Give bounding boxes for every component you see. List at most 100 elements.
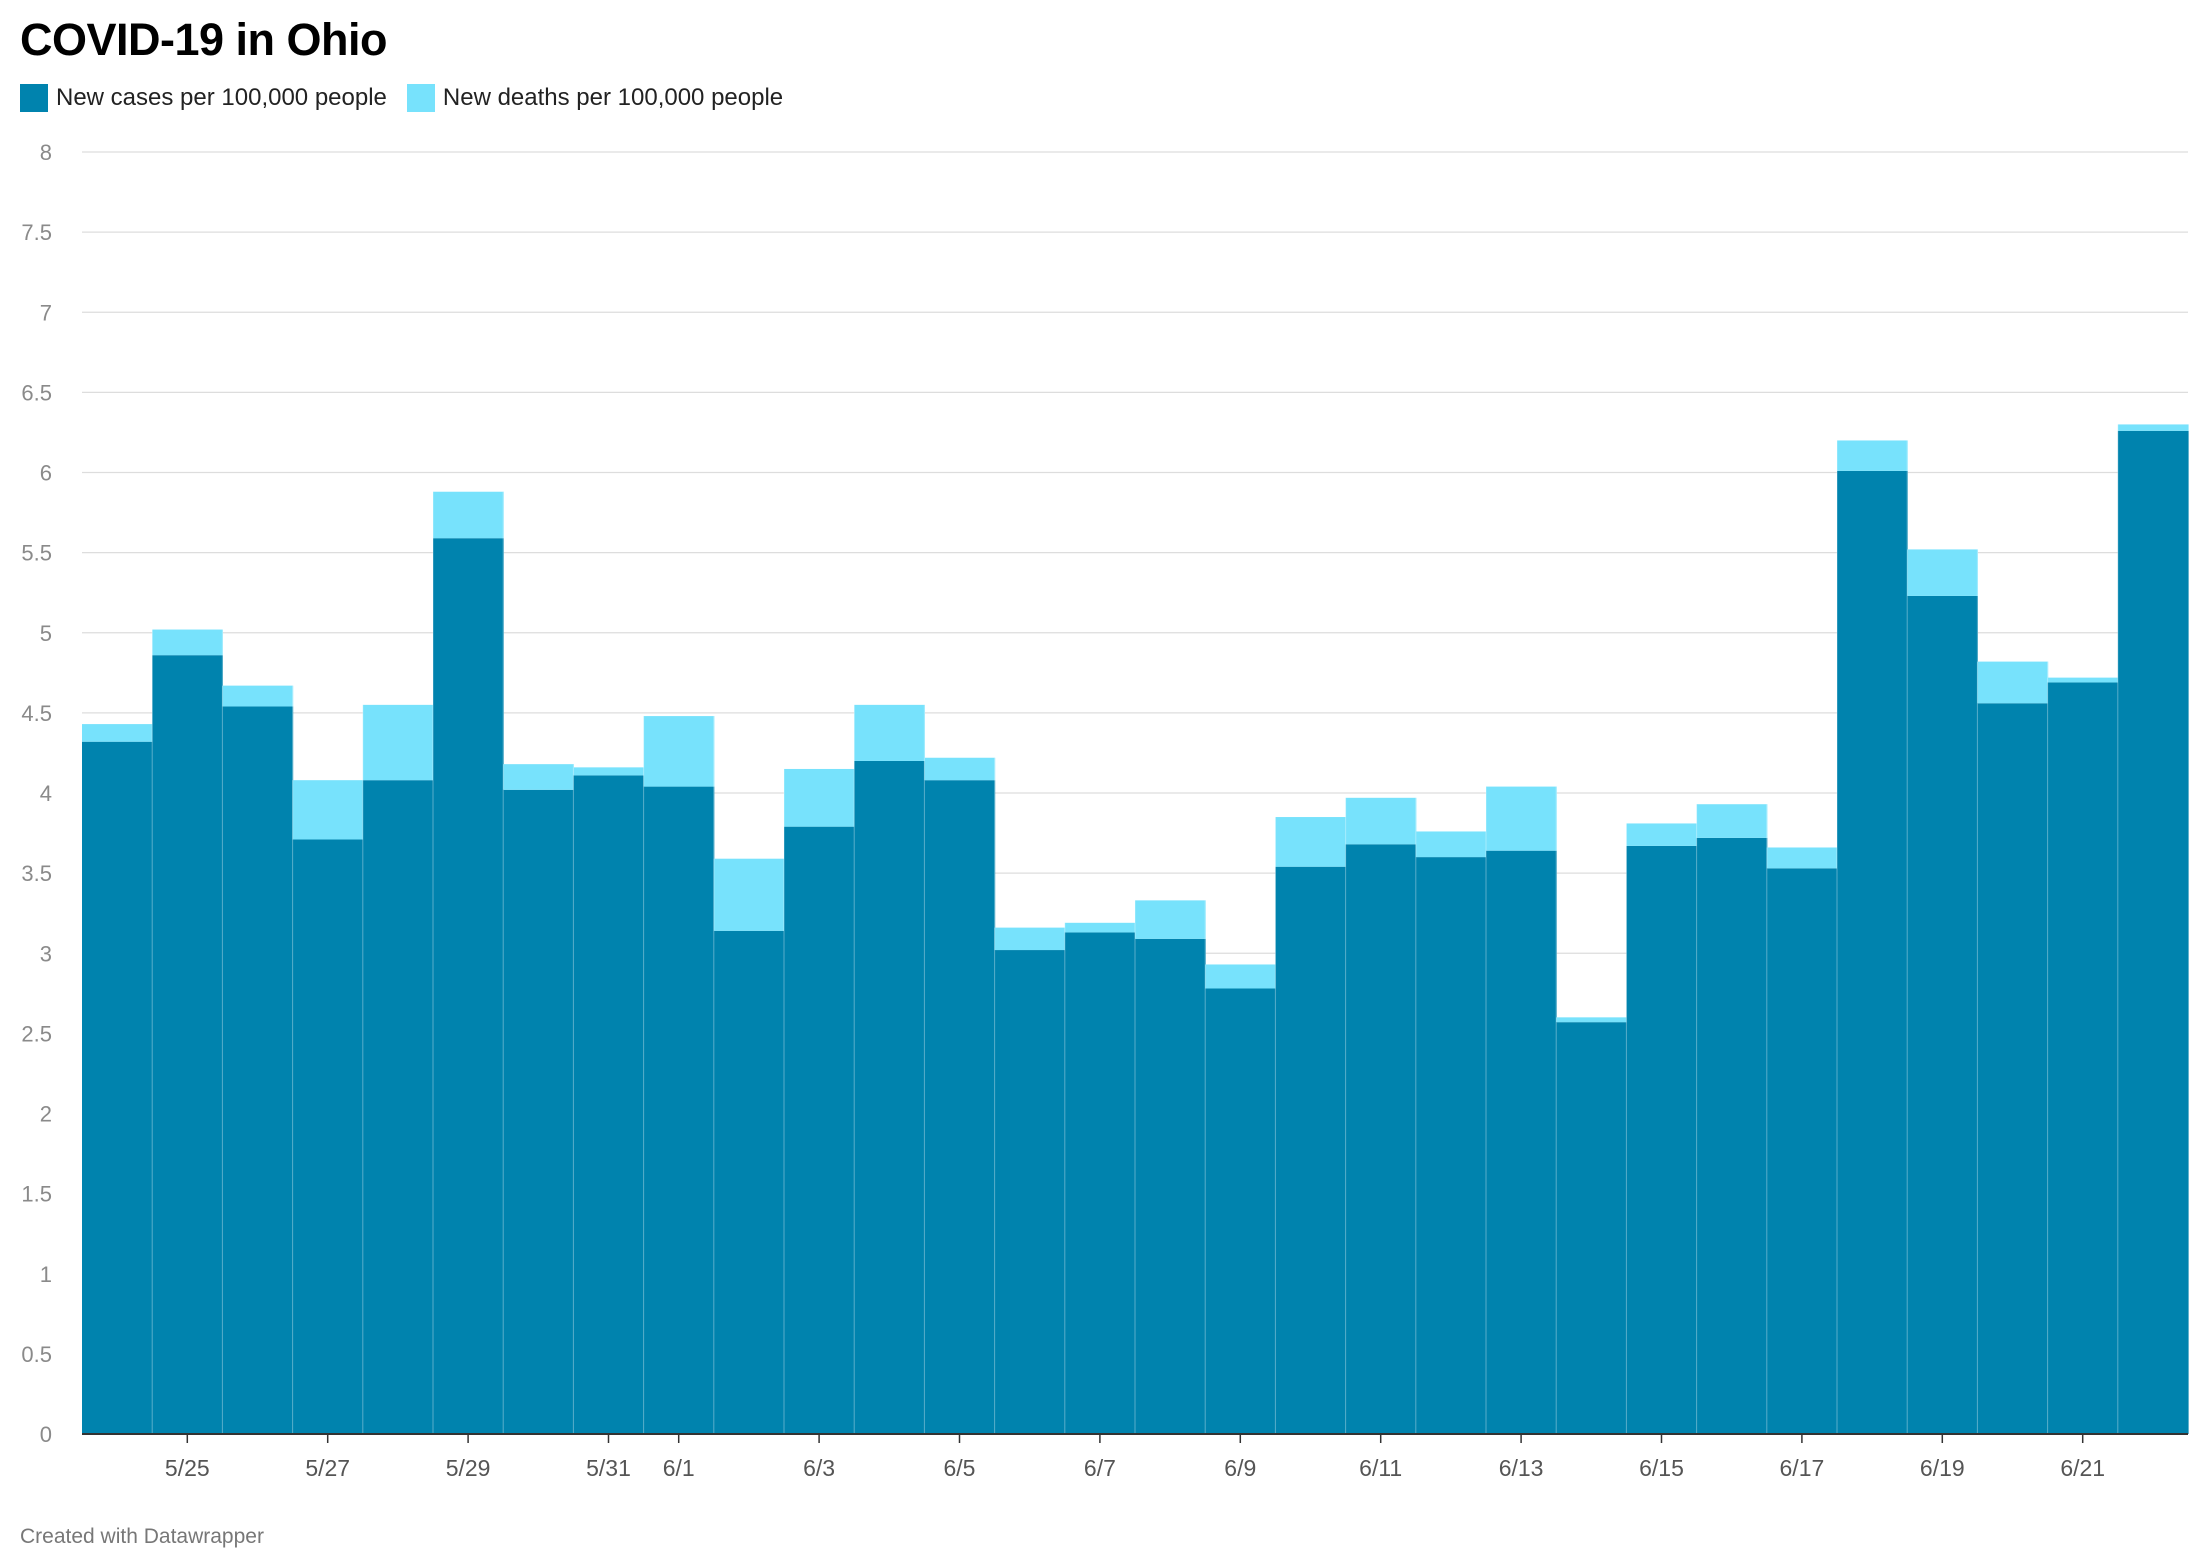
cases-bar <box>1064 932 1136 1434</box>
legend-label-cases: New cases per 100,000 people <box>56 84 387 111</box>
y-tick-label: 0 <box>40 1422 52 1447</box>
legend-swatch-cases <box>20 84 48 112</box>
cases-bar <box>1696 837 1768 1434</box>
deaths-bar <box>1696 804 1768 838</box>
y-tick-label: 2.5 <box>21 1021 52 1046</box>
y-tick-label: 8 <box>40 140 52 165</box>
cases-bar <box>1135 938 1206 1434</box>
cases-bar <box>292 839 364 1434</box>
deaths-bar <box>1837 440 1908 471</box>
deaths-bar <box>152 629 223 656</box>
deaths-bar <box>643 716 715 787</box>
cases-bar <box>643 786 715 1434</box>
cases-bar <box>1977 703 2049 1434</box>
deaths-bar <box>82 724 153 742</box>
x-tick-label: 5/31 <box>586 1455 631 1481</box>
y-tick-label: 2 <box>40 1102 52 1127</box>
cases-bar <box>1205 988 1276 1434</box>
y-tick-label: 1.5 <box>21 1182 52 1207</box>
y-tick-label: 6 <box>40 461 52 486</box>
deaths-bar <box>1626 823 1698 846</box>
cases-bar <box>503 789 574 1434</box>
cases-bar <box>1345 844 1417 1434</box>
x-tick-label: 6/21 <box>2060 1455 2105 1481</box>
y-tick-label: 7.5 <box>21 220 52 245</box>
x-tick-label: 6/15 <box>1639 1455 1684 1481</box>
deaths-bar <box>1135 900 1206 939</box>
legend-label-deaths: New deaths per 100,000 people <box>442 84 784 111</box>
cases-bar <box>82 741 153 1434</box>
deaths-bar <box>2047 677 2119 683</box>
y-tick-label: 4.5 <box>21 701 52 726</box>
cases-bar <box>854 760 925 1434</box>
deaths-bar <box>2117 424 2189 431</box>
cases-bar <box>1556 1022 1627 1434</box>
deaths-bar <box>1977 661 2049 704</box>
deaths-bar <box>1345 797 1417 845</box>
deaths-bar <box>1556 1017 1627 1023</box>
y-tick-label: 3.5 <box>21 861 52 886</box>
y-tick-label: 5 <box>40 621 52 646</box>
y-tick-label: 0.5 <box>21 1342 52 1367</box>
x-tick-label: 6/3 <box>803 1455 835 1481</box>
x-tick-label: 6/11 <box>1359 1455 1402 1481</box>
deaths-bar <box>292 780 364 840</box>
x-tick-label: 6/9 <box>1224 1455 1256 1481</box>
y-tick-label: 7 <box>40 300 52 325</box>
cases-bar <box>1837 470 1908 1435</box>
x-tick-label: 6/1 <box>663 1455 695 1481</box>
x-tick-label: 6/19 <box>1920 1455 1965 1481</box>
legend-item-deaths: New deaths per 100,000 people <box>406 84 784 112</box>
cases-bar <box>1415 857 1487 1434</box>
x-tick-label: 5/27 <box>305 1455 350 1481</box>
cases-bar <box>1766 868 1838 1434</box>
cases-bar <box>1486 850 1557 1434</box>
chart-title: COVID-19 in Ohio <box>20 14 388 65</box>
y-tick-label: 3 <box>40 941 52 966</box>
cases-bar <box>1907 595 1978 1434</box>
x-tick-label: 5/29 <box>446 1455 491 1481</box>
x-tick-label: 6/17 <box>1780 1455 1825 1481</box>
x-tick-label: 5/25 <box>165 1455 210 1481</box>
cases-bar <box>1626 845 1698 1434</box>
deaths-bar <box>1907 549 1978 596</box>
deaths-bar <box>222 685 294 707</box>
y-tick-label: 4 <box>40 781 52 806</box>
cases-bar <box>362 780 434 1434</box>
cases-bar <box>222 706 294 1434</box>
deaths-bar <box>1766 847 1838 869</box>
deaths-bar <box>1064 922 1136 933</box>
x-tick-label: 6/7 <box>1084 1455 1116 1481</box>
deaths-bar <box>1486 786 1557 851</box>
deaths-bar <box>784 768 855 827</box>
y-tick-label: 1 <box>40 1262 52 1287</box>
x-tick-label: 6/13 <box>1499 1455 1544 1481</box>
deaths-bar <box>854 704 925 761</box>
legend-swatch-deaths <box>406 84 435 112</box>
x-tick-label: 6/5 <box>944 1455 976 1481</box>
cases-bar <box>994 950 1066 1434</box>
y-tick-label: 5.5 <box>21 541 52 566</box>
credit-line: Created with Datawrapper <box>20 1525 264 1548</box>
legend-item-cases: New cases per 100,000 people <box>20 84 387 112</box>
cases-bar <box>2047 682 2119 1434</box>
deaths-bar <box>573 767 645 776</box>
cases-bar <box>2117 430 2189 1435</box>
legend: New cases per 100,000 people New deaths … <box>20 84 803 112</box>
deaths-bar <box>433 491 504 539</box>
deaths-bar <box>924 757 996 781</box>
stacked-step-area-chart: 0 0.5 1 1.5 2 2.5 3 3.5 4 4.5 5 5.5 6 6.5 7 7.5 8 5/25 5/2… <box>21 140 2189 1481</box>
deaths-bar <box>1275 817 1347 867</box>
deaths-bar <box>503 764 574 790</box>
cases-bar <box>1275 866 1347 1434</box>
deaths-bar <box>1415 831 1487 858</box>
cases-bar <box>924 780 996 1434</box>
cases-bar <box>784 826 855 1434</box>
deaths-bar <box>1205 964 1276 989</box>
y-tick-label: 6.5 <box>21 380 52 405</box>
cases-bar <box>713 930 785 1434</box>
deaths-bar <box>362 704 434 781</box>
deaths-bar <box>713 858 785 931</box>
deaths-bar <box>994 927 1066 951</box>
cases-bar <box>152 655 223 1434</box>
